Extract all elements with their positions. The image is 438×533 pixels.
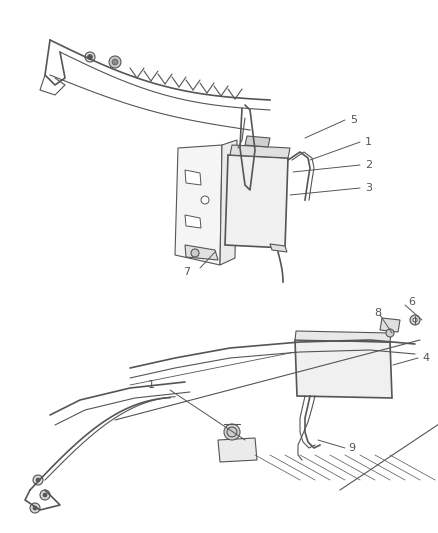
Circle shape — [40, 490, 50, 500]
Text: 3: 3 — [365, 183, 372, 193]
Circle shape — [43, 493, 47, 497]
Polygon shape — [380, 318, 400, 332]
Circle shape — [33, 506, 37, 510]
Circle shape — [201, 196, 209, 204]
Text: 9: 9 — [348, 443, 355, 453]
Circle shape — [224, 424, 240, 440]
Polygon shape — [295, 340, 392, 398]
Circle shape — [33, 475, 43, 485]
Circle shape — [112, 59, 118, 65]
Text: 7: 7 — [183, 267, 190, 277]
Circle shape — [410, 315, 420, 325]
Text: 6: 6 — [408, 297, 415, 307]
Polygon shape — [175, 145, 222, 265]
Circle shape — [227, 427, 237, 437]
Text: 1: 1 — [365, 137, 372, 147]
Text: 5: 5 — [350, 115, 357, 125]
Circle shape — [191, 249, 199, 257]
Polygon shape — [295, 331, 391, 342]
Text: 2: 2 — [365, 160, 372, 170]
Text: 1: 1 — [148, 380, 155, 390]
Text: 4: 4 — [422, 353, 429, 363]
Circle shape — [36, 478, 40, 482]
Circle shape — [413, 318, 417, 322]
Polygon shape — [185, 245, 218, 260]
Circle shape — [386, 329, 394, 337]
Polygon shape — [230, 145, 290, 158]
Text: 8: 8 — [374, 308, 381, 318]
Circle shape — [30, 503, 40, 513]
Polygon shape — [218, 438, 257, 462]
Circle shape — [85, 52, 95, 62]
Polygon shape — [185, 215, 201, 228]
Circle shape — [109, 56, 121, 68]
Polygon shape — [225, 155, 288, 248]
Polygon shape — [220, 140, 237, 265]
Polygon shape — [270, 244, 287, 252]
Polygon shape — [245, 136, 270, 147]
Circle shape — [88, 54, 92, 60]
Polygon shape — [185, 170, 201, 185]
